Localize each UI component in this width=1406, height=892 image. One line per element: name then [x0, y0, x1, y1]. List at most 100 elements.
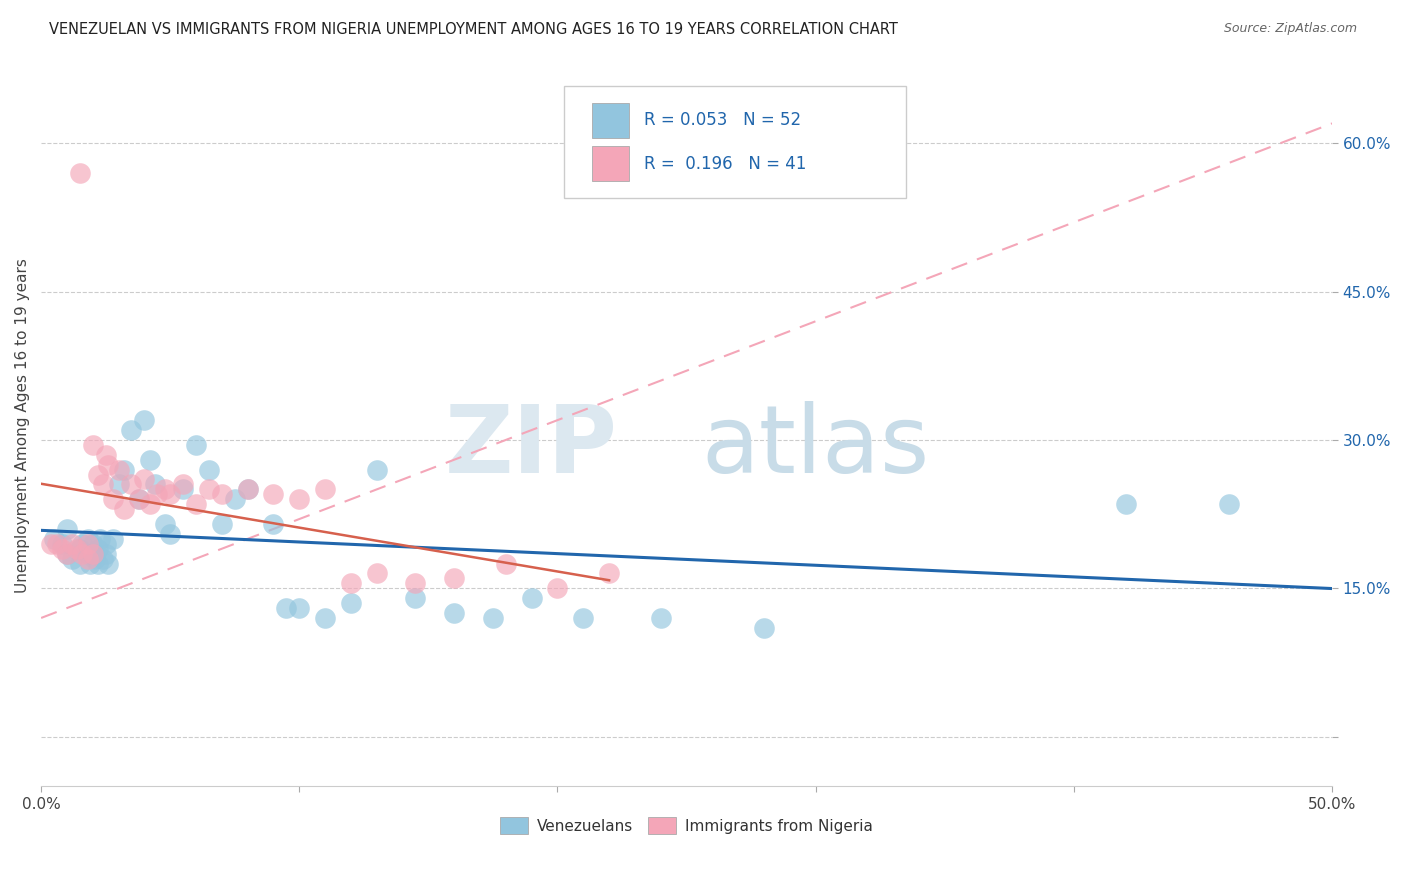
Immigrants from Nigeria: [45, 537, 67, 551]
Venezuelans: [134, 413, 156, 427]
Venezuelans: [366, 462, 388, 476]
Immigrants from Nigeria: [366, 566, 388, 581]
Venezuelans: [520, 591, 543, 606]
Immigrants from Nigeria: [236, 483, 259, 497]
Venezuelans: [69, 541, 91, 556]
Venezuelans: [184, 438, 207, 452]
Venezuelans: [82, 547, 104, 561]
Immigrants from Nigeria: [76, 537, 98, 551]
Venezuelans: [263, 516, 285, 531]
Immigrants from Nigeria: [91, 477, 114, 491]
Immigrants from Nigeria: [495, 557, 517, 571]
Venezuelans: [1218, 497, 1240, 511]
Immigrants from Nigeria: [211, 487, 233, 501]
Venezuelans: [482, 611, 505, 625]
FancyBboxPatch shape: [564, 86, 905, 198]
Venezuelans: [153, 516, 176, 531]
Text: atlas: atlas: [702, 401, 929, 492]
Venezuelans: [56, 547, 79, 561]
Immigrants from Nigeria: [60, 537, 83, 551]
Bar: [592, 146, 628, 181]
Immigrants from Nigeria: [121, 477, 143, 491]
Y-axis label: Unemployment Among Ages 16 to 19 years: Unemployment Among Ages 16 to 19 years: [15, 258, 30, 592]
Venezuelans: [138, 452, 160, 467]
Immigrants from Nigeria: [198, 483, 221, 497]
Immigrants from Nigeria: [97, 458, 120, 472]
Venezuelans: [60, 551, 83, 566]
Legend: Venezuelans, Immigrants from Nigeria: Venezuelans, Immigrants from Nigeria: [494, 811, 879, 840]
Immigrants from Nigeria: [72, 547, 94, 561]
Venezuelans: [107, 477, 129, 491]
Venezuelans: [143, 477, 166, 491]
Venezuelans: [76, 532, 98, 546]
Immigrants from Nigeria: [172, 477, 194, 491]
Immigrants from Nigeria: [405, 576, 427, 591]
Immigrants from Nigeria: [288, 492, 311, 507]
Immigrants from Nigeria: [146, 487, 169, 501]
Immigrants from Nigeria: [184, 497, 207, 511]
Venezuelans: [69, 557, 91, 571]
Immigrants from Nigeria: [66, 541, 89, 556]
Immigrants from Nigeria: [547, 582, 569, 596]
Venezuelans: [112, 462, 135, 476]
Immigrants from Nigeria: [82, 438, 104, 452]
Immigrants from Nigeria: [51, 541, 73, 556]
Immigrants from Nigeria: [94, 448, 117, 462]
Venezuelans: [87, 557, 110, 571]
Venezuelans: [752, 621, 775, 635]
Immigrants from Nigeria: [56, 547, 79, 561]
Immigrants from Nigeria: [443, 571, 465, 585]
Immigrants from Nigeria: [263, 487, 285, 501]
Venezuelans: [650, 611, 672, 625]
Venezuelans: [42, 532, 65, 546]
Venezuelans: [87, 541, 110, 556]
Immigrants from Nigeria: [340, 576, 363, 591]
Immigrants from Nigeria: [138, 497, 160, 511]
Venezuelans: [97, 557, 120, 571]
Venezuelans: [236, 483, 259, 497]
Venezuelans: [103, 532, 125, 546]
Venezuelans: [198, 462, 221, 476]
Venezuelans: [121, 423, 143, 437]
Immigrants from Nigeria: [314, 483, 336, 497]
Immigrants from Nigeria: [107, 462, 129, 476]
Venezuelans: [56, 522, 79, 536]
Venezuelans: [91, 551, 114, 566]
Bar: [592, 103, 628, 137]
Venezuelans: [79, 557, 101, 571]
Venezuelans: [94, 547, 117, 561]
Venezuelans: [276, 601, 298, 615]
Venezuelans: [89, 532, 111, 546]
Venezuelans: [314, 611, 336, 625]
Text: R = 0.053   N = 52: R = 0.053 N = 52: [644, 112, 801, 129]
Immigrants from Nigeria: [598, 566, 620, 581]
Venezuelans: [159, 527, 181, 541]
Venezuelans: [211, 516, 233, 531]
Immigrants from Nigeria: [159, 487, 181, 501]
Venezuelans: [84, 551, 107, 566]
Immigrants from Nigeria: [128, 492, 150, 507]
Venezuelans: [340, 596, 363, 610]
Venezuelans: [51, 537, 73, 551]
Venezuelans: [1115, 497, 1137, 511]
Venezuelans: [82, 537, 104, 551]
Venezuelans: [224, 492, 246, 507]
Text: Source: ZipAtlas.com: Source: ZipAtlas.com: [1223, 22, 1357, 36]
Venezuelans: [572, 611, 595, 625]
Immigrants from Nigeria: [41, 537, 63, 551]
Immigrants from Nigeria: [69, 166, 91, 180]
Venezuelans: [72, 537, 94, 551]
Venezuelans: [172, 483, 194, 497]
Immigrants from Nigeria: [82, 547, 104, 561]
Text: VENEZUELAN VS IMMIGRANTS FROM NIGERIA UNEMPLOYMENT AMONG AGES 16 TO 19 YEARS COR: VENEZUELAN VS IMMIGRANTS FROM NIGERIA UN…: [49, 22, 898, 37]
Venezuelans: [94, 537, 117, 551]
Immigrants from Nigeria: [103, 492, 125, 507]
Venezuelans: [128, 492, 150, 507]
Venezuelans: [288, 601, 311, 615]
Immigrants from Nigeria: [112, 502, 135, 516]
Immigrants from Nigeria: [87, 467, 110, 482]
Immigrants from Nigeria: [153, 483, 176, 497]
Immigrants from Nigeria: [134, 473, 156, 487]
Text: R =  0.196   N = 41: R = 0.196 N = 41: [644, 154, 807, 173]
Immigrants from Nigeria: [76, 551, 98, 566]
